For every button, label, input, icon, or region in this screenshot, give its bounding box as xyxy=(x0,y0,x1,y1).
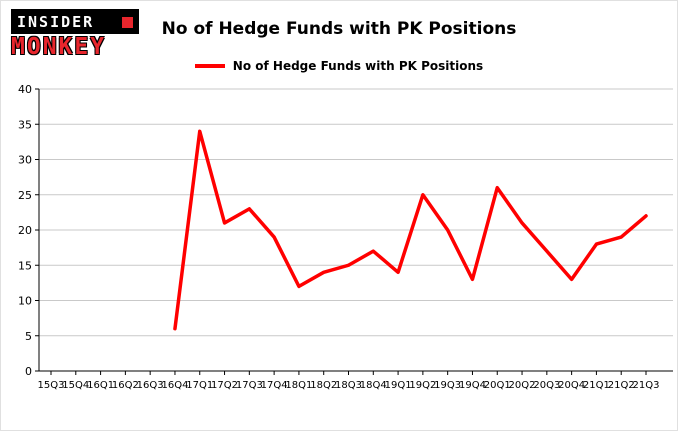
y-tick-label: 40 xyxy=(18,83,32,96)
insider-monkey-logo: INSIDER MONKEY xyxy=(11,9,139,59)
x-tick-label: 18Q1 xyxy=(285,380,312,391)
legend-line-swatch xyxy=(194,64,225,68)
x-tick-label: 20Q2 xyxy=(509,380,536,391)
logo-insider-text: INSIDER xyxy=(17,13,95,31)
x-tick-label: 19Q3 xyxy=(434,380,461,391)
chart-legend: No of Hedge Funds with PK Positions xyxy=(1,59,677,73)
logo-monkey-icon xyxy=(122,16,133,28)
x-tick-label: 18Q4 xyxy=(360,380,387,391)
x-tick-label: 18Q3 xyxy=(335,380,362,391)
x-tick-label: 17Q3 xyxy=(236,380,263,391)
x-tick-label: 19Q4 xyxy=(459,380,486,391)
x-tick-label: 16Q1 xyxy=(87,380,114,391)
y-tick-label: 0 xyxy=(25,365,32,378)
x-tick-label: 20Q4 xyxy=(558,380,585,391)
line-chart: 0 5 10 15 20 25 30 35 40 15Q315Q416Q116Q216Q316Q4… xyxy=(18,83,673,391)
x-tick-label: 20Q1 xyxy=(484,380,511,391)
x-tick-label: 15Q4 xyxy=(62,380,89,391)
x-tick-label: 17Q1 xyxy=(186,380,213,391)
x-tick-label: 16Q4 xyxy=(161,380,188,391)
x-tick-label: 18Q2 xyxy=(310,380,337,391)
y-tick-label: 30 xyxy=(18,154,32,167)
x-tick-label: 20Q3 xyxy=(533,380,560,391)
y-tick-label: 25 xyxy=(18,189,32,202)
x-tick-label: 19Q1 xyxy=(385,380,412,391)
x-tick-label: 19Q2 xyxy=(409,380,436,391)
logo-insider-row: INSIDER xyxy=(11,9,139,34)
x-tick-label: 21Q1 xyxy=(583,380,610,391)
x-tick-label: 16Q2 xyxy=(112,380,139,391)
x-tick-label: 15Q3 xyxy=(38,380,65,391)
y-tick-label: 15 xyxy=(18,259,32,272)
y-tick-label: 20 xyxy=(18,224,32,237)
x-tick-label: 16Q3 xyxy=(137,380,164,391)
chart-title: No of Hedge Funds with PK Positions xyxy=(161,19,517,39)
y-tick-label: 5 xyxy=(25,330,32,343)
logo-monkey-text: MONKEY xyxy=(11,34,107,60)
x-tick-label: 17Q2 xyxy=(211,380,238,391)
y-tick-label: 35 xyxy=(18,118,32,131)
x-tick-label: 21Q3 xyxy=(633,380,660,391)
x-tick-label: 21Q2 xyxy=(608,380,635,391)
x-tick-label: 17Q4 xyxy=(261,380,288,391)
y-tick-label: 10 xyxy=(18,295,32,308)
series-line xyxy=(173,129,648,331)
legend-label: No of Hedge Funds with PK Positions xyxy=(232,59,484,73)
